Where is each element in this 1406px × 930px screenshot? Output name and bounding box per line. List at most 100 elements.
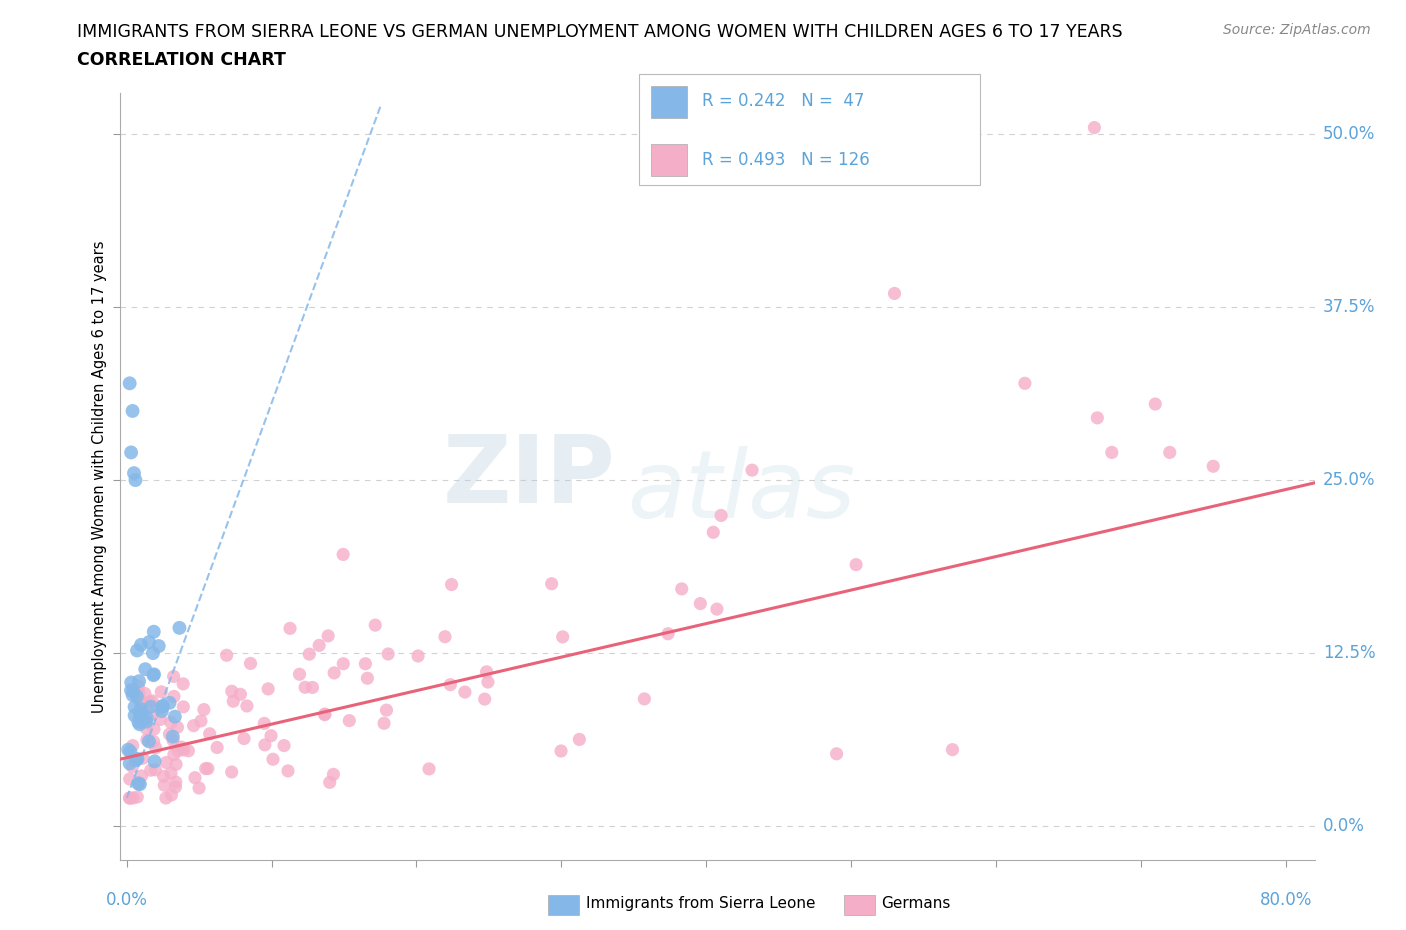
Point	[710, 508, 733, 523]
Point	[825, 747, 848, 762]
Point	[233, 731, 256, 746]
Point	[143, 754, 166, 769]
Point	[125, 752, 148, 767]
Point	[120, 445, 142, 459]
Point	[194, 761, 217, 776]
Point	[145, 740, 167, 755]
Point	[132, 751, 155, 765]
Point	[163, 710, 186, 724]
Point	[159, 726, 181, 741]
Point	[169, 620, 191, 635]
Point	[354, 657, 377, 671]
Point	[540, 577, 562, 591]
Point	[568, 732, 591, 747]
FancyBboxPatch shape	[651, 143, 688, 176]
Point	[198, 726, 221, 741]
Point	[323, 666, 346, 681]
Point	[138, 634, 160, 649]
Point	[260, 728, 283, 743]
Point	[153, 777, 176, 792]
Point	[308, 638, 330, 653]
Point	[127, 679, 149, 694]
Point	[1101, 445, 1123, 459]
Point	[120, 683, 142, 698]
Point	[229, 687, 252, 702]
Point	[139, 763, 162, 777]
Point	[149, 712, 172, 727]
Point	[160, 715, 183, 730]
Point	[440, 578, 463, 592]
Point	[689, 596, 711, 611]
Text: 25.0%: 25.0%	[1323, 472, 1375, 489]
Point	[1202, 458, 1225, 473]
Point	[406, 648, 429, 663]
Text: Immigrants from Sierra Leone: Immigrants from Sierra Leone	[586, 897, 815, 911]
Point	[197, 761, 219, 776]
Point	[120, 744, 142, 759]
Point	[671, 581, 693, 596]
Point	[173, 742, 195, 757]
Point	[550, 744, 572, 759]
Text: IMMIGRANTS FROM SIERRA LEONE VS GERMAN UNEMPLOYMENT AMONG WOMEN WITH CHILDREN AG: IMMIGRANTS FROM SIERRA LEONE VS GERMAN U…	[77, 23, 1123, 41]
Point	[1085, 410, 1108, 425]
FancyBboxPatch shape	[651, 86, 688, 118]
Point	[127, 776, 149, 790]
Point	[301, 680, 323, 695]
Point	[657, 626, 679, 641]
Point	[165, 757, 187, 772]
Point	[134, 662, 156, 677]
Point	[221, 764, 243, 779]
Text: 37.5%: 37.5%	[1323, 299, 1375, 316]
Point	[117, 742, 139, 757]
Point	[364, 618, 387, 632]
Point	[332, 547, 354, 562]
Point	[127, 751, 149, 766]
Point	[122, 684, 145, 698]
Text: atlas: atlas	[627, 446, 856, 538]
Point	[205, 740, 228, 755]
Point	[142, 624, 165, 639]
Point	[1083, 120, 1105, 135]
Point	[741, 463, 763, 478]
Point	[122, 466, 145, 481]
Point	[120, 675, 142, 690]
Point	[150, 699, 173, 714]
Point	[148, 639, 170, 654]
Point	[121, 738, 143, 753]
Point	[253, 737, 276, 752]
Point	[139, 695, 162, 710]
Point	[135, 714, 157, 729]
Point	[941, 742, 963, 757]
Point	[118, 790, 141, 805]
Point	[125, 689, 148, 704]
Point	[155, 790, 177, 805]
Point	[129, 777, 152, 791]
Point	[475, 664, 498, 679]
Point	[288, 667, 311, 682]
Point	[1014, 376, 1036, 391]
Point	[143, 667, 166, 682]
Point	[193, 702, 215, 717]
Point	[138, 734, 160, 749]
Point	[221, 684, 243, 698]
Point	[434, 630, 457, 644]
Point	[124, 708, 146, 723]
Point	[322, 767, 344, 782]
Point	[128, 695, 150, 710]
Point	[163, 689, 186, 704]
Point	[377, 646, 399, 661]
Point	[215, 648, 238, 663]
Point	[162, 669, 184, 684]
Point	[129, 701, 152, 716]
Point	[143, 722, 166, 737]
Point	[165, 779, 187, 794]
Point	[172, 699, 194, 714]
Point	[298, 646, 321, 661]
Point	[142, 645, 165, 660]
Point	[127, 714, 149, 729]
Point	[128, 776, 150, 790]
Point	[477, 674, 499, 689]
Point	[319, 775, 342, 790]
Point	[845, 557, 868, 572]
Point	[170, 739, 193, 754]
